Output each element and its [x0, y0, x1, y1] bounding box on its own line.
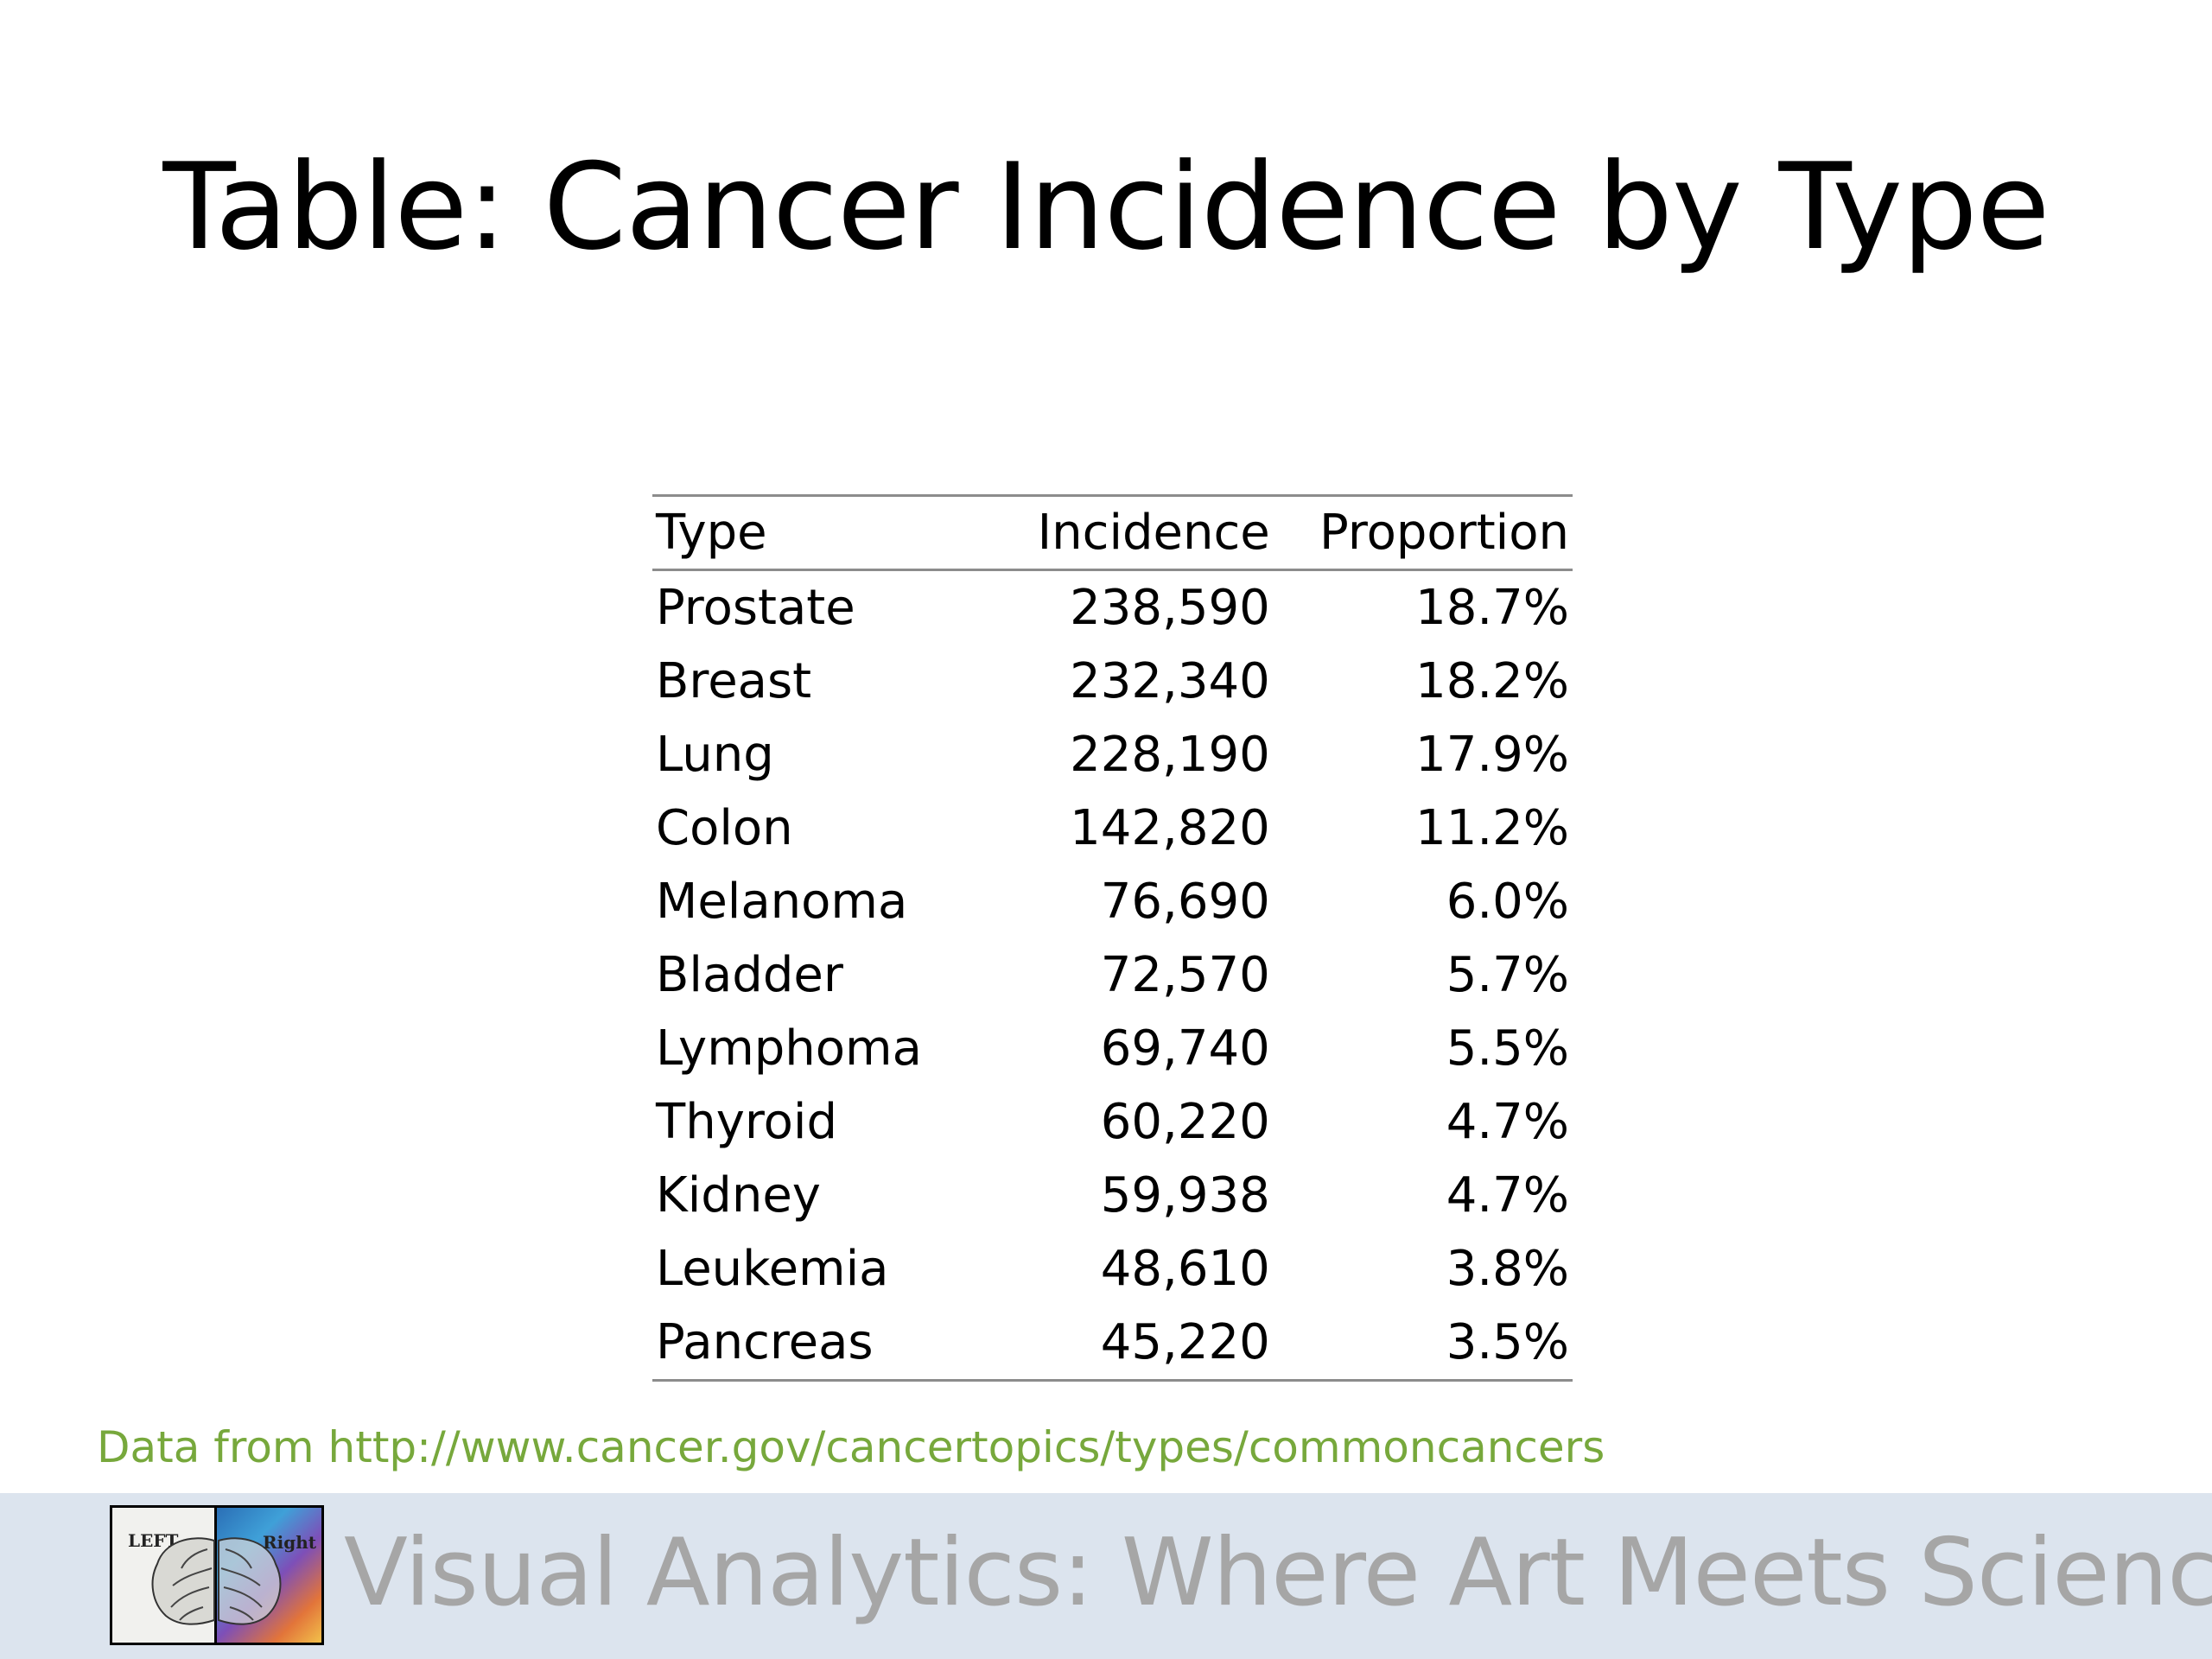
cell-proportion: 11.2% — [1415, 800, 1569, 856]
cell-proportion: 4.7% — [1446, 1167, 1569, 1224]
cell-type: Breast — [656, 653, 812, 709]
cell-incidence: 232,340 — [1070, 653, 1270, 709]
table-row: Kidney 59,938 4.7% — [652, 1159, 1573, 1232]
cell-proportion: 18.7% — [1415, 580, 1569, 636]
cell-incidence: 60,220 — [1100, 1094, 1270, 1150]
table-row: Lymphoma 69,740 5.5% — [652, 1012, 1573, 1085]
cell-incidence: 48,610 — [1100, 1241, 1270, 1297]
cell-incidence: 228,190 — [1070, 727, 1270, 783]
cell-type: Pancreas — [656, 1314, 874, 1370]
cell-type: Kidney — [656, 1167, 821, 1224]
footer-title: Visual Analytics: Where Art Meets Scienc… — [344, 1519, 2212, 1627]
footer-band: LEFT Right Visual Analytics: Where Art M… — [0, 1493, 2212, 1659]
brain-icon — [218, 1537, 282, 1625]
table-row: Breast 232,340 18.2% — [652, 645, 1573, 718]
table-header: Type Incidence Proportion — [652, 495, 1573, 570]
cell-proportion: 3.8% — [1446, 1241, 1569, 1297]
course-logo: LEFT Right — [110, 1505, 324, 1645]
cell-proportion: 5.7% — [1446, 947, 1569, 1003]
table-row: Bladder 72,570 5.7% — [652, 938, 1573, 1012]
cell-proportion: 17.9% — [1415, 727, 1569, 783]
cell-incidence: 45,220 — [1100, 1314, 1270, 1370]
cell-incidence: 76,690 — [1100, 874, 1270, 930]
cell-incidence: 238,590 — [1070, 580, 1270, 636]
cell-type: Prostate — [656, 580, 855, 636]
table-body: Prostate 238,590 18.7% Breast 232,340 18… — [652, 570, 1573, 1381]
cell-type: Colon — [656, 800, 793, 856]
table-header-row: Type Incidence Proportion — [652, 495, 1573, 570]
cell-type: Leukemia — [656, 1241, 889, 1297]
brain-icon — [151, 1537, 215, 1625]
table-row: Lung 228,190 17.9% — [652, 718, 1573, 791]
cell-incidence: 142,820 — [1070, 800, 1270, 856]
cell-type: Thyroid — [656, 1094, 837, 1150]
header-type: Type — [656, 505, 767, 561]
cell-type: Bladder — [656, 947, 843, 1003]
table-row: Pancreas 45,220 3.5% — [652, 1306, 1573, 1381]
header-incidence: Incidence — [1037, 505, 1270, 561]
source-note: Data from http://www.cancer.gov/cancerto… — [97, 1422, 1605, 1472]
cell-proportion: 3.5% — [1446, 1314, 1569, 1370]
cell-incidence: 59,938 — [1100, 1167, 1270, 1224]
cell-proportion: 4.7% — [1446, 1094, 1569, 1150]
cell-type: Lung — [656, 727, 774, 783]
table-row: Colon 142,820 11.2% — [652, 791, 1573, 865]
header-proportion: Proportion — [1319, 505, 1569, 561]
cancer-incidence-table: Type Incidence Proportion Prostate 238,5… — [652, 494, 1573, 1382]
cell-proportion: 18.2% — [1415, 653, 1569, 709]
logo-right-half: Right — [217, 1508, 321, 1643]
table-row: Melanoma 76,690 6.0% — [652, 865, 1573, 938]
slide-title: Table: Cancer Incidence by Type — [162, 137, 2050, 276]
cell-proportion: 6.0% — [1446, 874, 1569, 930]
cell-type: Lymphoma — [656, 1020, 922, 1077]
table-row: Leukemia 48,610 3.8% — [652, 1232, 1573, 1306]
cell-incidence: 69,740 — [1100, 1020, 1270, 1077]
cell-type: Melanoma — [656, 874, 908, 930]
logo-left-half: LEFT — [112, 1508, 217, 1643]
table-row: Thyroid 60,220 4.7% — [652, 1085, 1573, 1159]
cell-proportion: 5.5% — [1446, 1020, 1569, 1077]
table-row: Prostate 238,590 18.7% — [652, 570, 1573, 645]
logo-right-label: Right — [263, 1532, 316, 1553]
cell-incidence: 72,570 — [1100, 947, 1270, 1003]
